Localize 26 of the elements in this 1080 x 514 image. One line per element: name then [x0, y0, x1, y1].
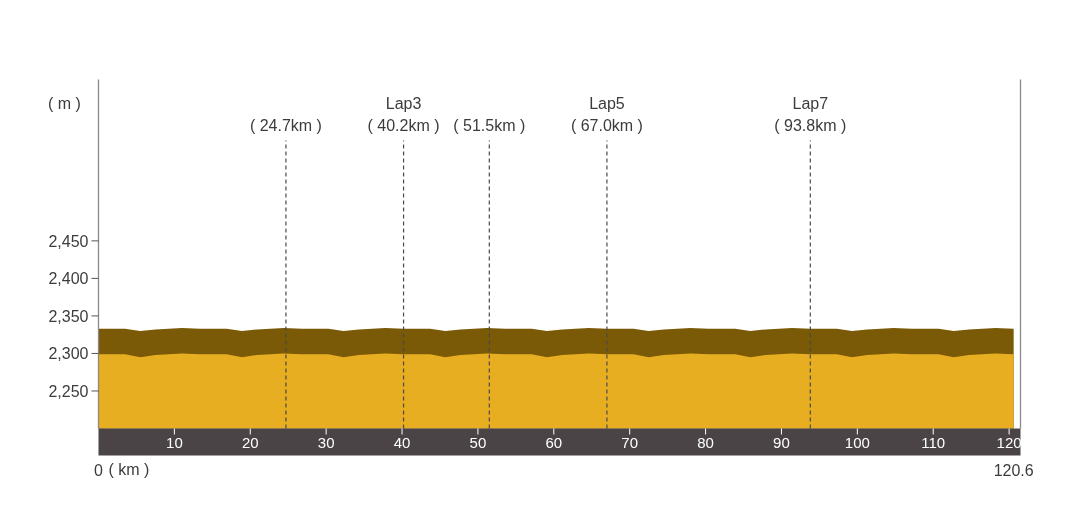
y-tick-label: 2,350	[48, 307, 89, 325]
x-tick-label: 80	[697, 433, 714, 451]
x-tick-label: 90	[773, 433, 790, 451]
x-tick-label: 10	[166, 433, 183, 451]
x-tick-label: 100	[844, 433, 870, 451]
annotation: 0	[94, 461, 104, 479]
x-tick-label: 70	[621, 433, 639, 451]
ref-line-label: Lap3 ( 40.2km )	[367, 95, 440, 134]
ref-line-label: ( 24.7km )	[249, 117, 322, 134]
annotation: 120.6	[993, 461, 1034, 479]
y-tick-label: 2,400	[48, 270, 89, 288]
x-tick-label: 60	[545, 433, 563, 451]
y-tick-label: 2,250	[48, 382, 89, 400]
x-tick-label: 120	[996, 433, 1022, 451]
x-tick-label: 20	[241, 433, 259, 451]
ref-line-label: Lap5 ( 67.0km )	[570, 95, 643, 134]
y-axis-title: ( m )	[48, 95, 81, 112]
y-tick-label: 2,300	[48, 345, 89, 363]
ref-line-label: Lap7 ( 93.8km )	[774, 95, 847, 134]
x-tick-label: 110	[921, 433, 946, 451]
ref-line-label: ( 51.5km )	[453, 117, 526, 134]
y-tick-label: 2,450	[48, 232, 89, 250]
x-tick-label: 40	[393, 433, 411, 451]
x-tick-label: 50	[469, 433, 487, 451]
x-axis-title: ( km )	[108, 461, 150, 478]
x-tick-label: 30	[317, 433, 335, 451]
